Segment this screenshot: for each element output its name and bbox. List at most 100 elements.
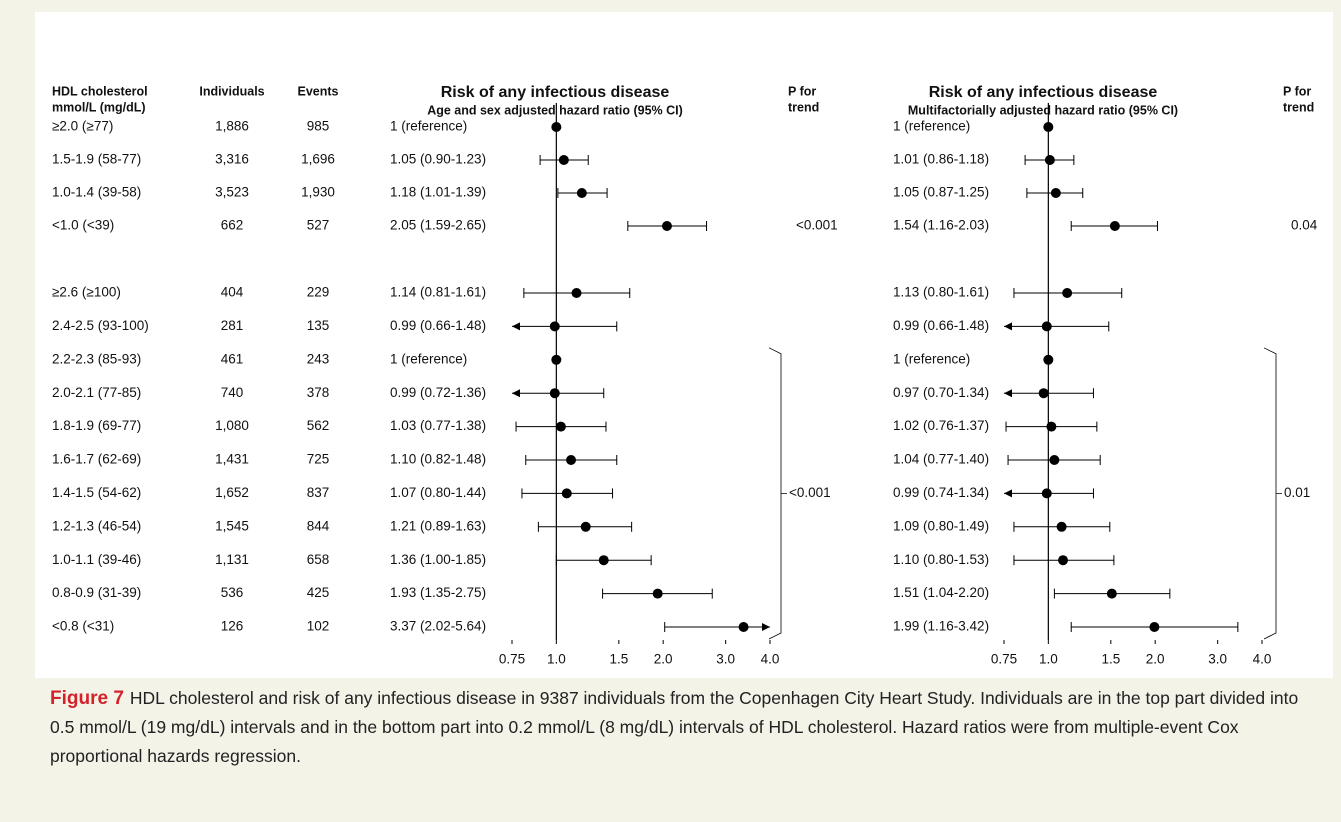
value-label: 1.02 (0.76-1.37) <box>893 418 989 433</box>
value-label: 3.37 (2.02-5.64) <box>390 619 486 634</box>
point <box>571 288 582 298</box>
value-label: 1.05 (0.87-1.25) <box>893 185 989 200</box>
x-tick-label: 0.75 <box>499 652 525 667</box>
caption-label: Figure 7 <box>50 688 124 709</box>
caption-text: HDL cholesterol and risk of any infectio… <box>50 688 1299 766</box>
ci-arrow <box>1004 489 1012 498</box>
point <box>580 521 591 532</box>
point <box>738 622 749 632</box>
point <box>1041 321 1052 332</box>
x-tick-label: 1.0 <box>547 652 566 667</box>
point <box>1043 122 1054 132</box>
x-tick-label: 1.5 <box>609 652 628 667</box>
value-label: 1.04 (0.77-1.40) <box>893 452 989 467</box>
table-cell: 1.0-1.1 (39-46) <box>52 552 141 567</box>
point <box>551 354 562 365</box>
ci-arrow <box>512 322 520 331</box>
trend-bracket <box>768 347 787 640</box>
point <box>1109 221 1120 231</box>
x-tick-label: 1.0 <box>1039 652 1058 667</box>
point <box>561 488 572 499</box>
table-cell: 844 <box>307 518 330 533</box>
table-cell: 404 <box>221 285 244 300</box>
table-cell: 1,886 <box>215 119 249 134</box>
value-label: 1.54 (1.16-2.03) <box>893 218 989 233</box>
chart-subtitle: Multifactorially adjusted hazard ratio (… <box>908 103 1178 117</box>
value-label: 1.14 (0.81-1.61) <box>390 285 486 300</box>
table-cell: 3,316 <box>215 152 249 167</box>
table-cell: 281 <box>221 318 244 333</box>
table-cell: 527 <box>307 218 330 233</box>
figure-panel <box>35 12 1333 678</box>
chart-subtitle: Age and sex adjusted hazard ratio (95% C… <box>427 103 683 117</box>
chart-title: Risk of any infectious disease <box>929 84 1158 101</box>
table-cell: 837 <box>307 485 330 500</box>
point <box>558 155 569 165</box>
value-label: 0.99 (0.66-1.48) <box>893 318 989 333</box>
table-cell: 2.2-2.3 (85-93) <box>52 351 141 366</box>
table-cell: 1.0-1.4 (39-58) <box>52 185 141 200</box>
p-header: P for <box>788 84 816 98</box>
point <box>1038 388 1049 399</box>
point <box>1058 555 1069 566</box>
table-cell: 2.4-2.5 (93-100) <box>52 318 149 333</box>
table-cell: 1.8-1.9 (69-77) <box>52 418 141 433</box>
table-cell: 662 <box>221 218 244 233</box>
table-cell: ≥2.0 (≥77) <box>52 119 113 134</box>
ci-arrow <box>762 623 770 631</box>
table-cell: <0.8 (<31) <box>52 619 114 634</box>
table-cell: 135 <box>307 318 330 333</box>
x-tick-label: 3.0 <box>1208 652 1227 667</box>
p-header: trend <box>788 100 819 114</box>
table-cell: 1.2-1.3 (46-54) <box>52 518 141 533</box>
value-label: 1.21 (0.89-1.63) <box>390 518 486 533</box>
column-header: mmol/L (mg/dL) <box>52 100 146 114</box>
table-cell: 985 <box>307 119 330 134</box>
table-cell: 1,930 <box>301 185 335 200</box>
table-cell: 0.8-0.9 (31-39) <box>52 585 141 600</box>
value-label: 1.03 (0.77-1.38) <box>390 418 486 433</box>
point <box>598 555 609 566</box>
point <box>1056 521 1067 532</box>
table-cell: 102 <box>307 619 330 634</box>
ci-arrow <box>1004 389 1012 398</box>
value-label: 0.99 (0.74-1.34) <box>893 485 989 500</box>
point <box>555 421 566 432</box>
value-label: 1.07 (0.80-1.44) <box>390 485 486 500</box>
table-cell: 3,523 <box>215 185 249 200</box>
table-cell: 229 <box>307 285 330 300</box>
p-header: P for <box>1283 84 1311 98</box>
table-cell: 1.4-1.5 (54-62) <box>52 485 141 500</box>
table-cell: ≥2.6 (≥100) <box>52 285 121 300</box>
ci-arrow <box>1004 322 1012 331</box>
table-cell: 1,431 <box>215 452 249 467</box>
table-cell: 2.0-2.1 (77-85) <box>52 385 141 400</box>
value-label: 0.99 (0.66-1.48) <box>390 318 486 333</box>
table-cell: 1.6-1.7 (62-69) <box>52 452 141 467</box>
trend-bracket <box>1263 347 1282 640</box>
point <box>652 588 663 599</box>
table-cell: 1.5-1.9 (58-77) <box>52 152 141 167</box>
p-trend: <0.001 <box>789 485 831 500</box>
table-cell: 126 <box>221 619 244 634</box>
point <box>1044 155 1055 165</box>
point <box>1049 455 1060 465</box>
table-cell: 725 <box>307 452 330 467</box>
value-label: 0.97 (0.70-1.34) <box>893 385 989 400</box>
point <box>566 455 577 465</box>
table-cell: 740 <box>221 385 244 400</box>
point <box>576 188 587 198</box>
column-header: Individuals <box>199 84 264 98</box>
figure: HDL cholesterol mmol/L (mg/dL) Individuals… <box>35 12 1333 680</box>
point <box>1041 488 1052 499</box>
value-label: 1.18 (1.01-1.39) <box>390 185 486 200</box>
x-tick-label: 3.0 <box>716 652 735 667</box>
table-cell: 1,545 <box>215 518 249 533</box>
table-cell: 243 <box>307 351 330 366</box>
table-cell: <1.0 (<39) <box>52 218 114 233</box>
value-label: 0.99 (0.72-1.36) <box>390 385 486 400</box>
table-cell: 1,652 <box>215 485 249 500</box>
value-label: 2.05 (1.59-2.65) <box>390 218 486 233</box>
x-tick-label: 2.0 <box>1146 652 1165 667</box>
